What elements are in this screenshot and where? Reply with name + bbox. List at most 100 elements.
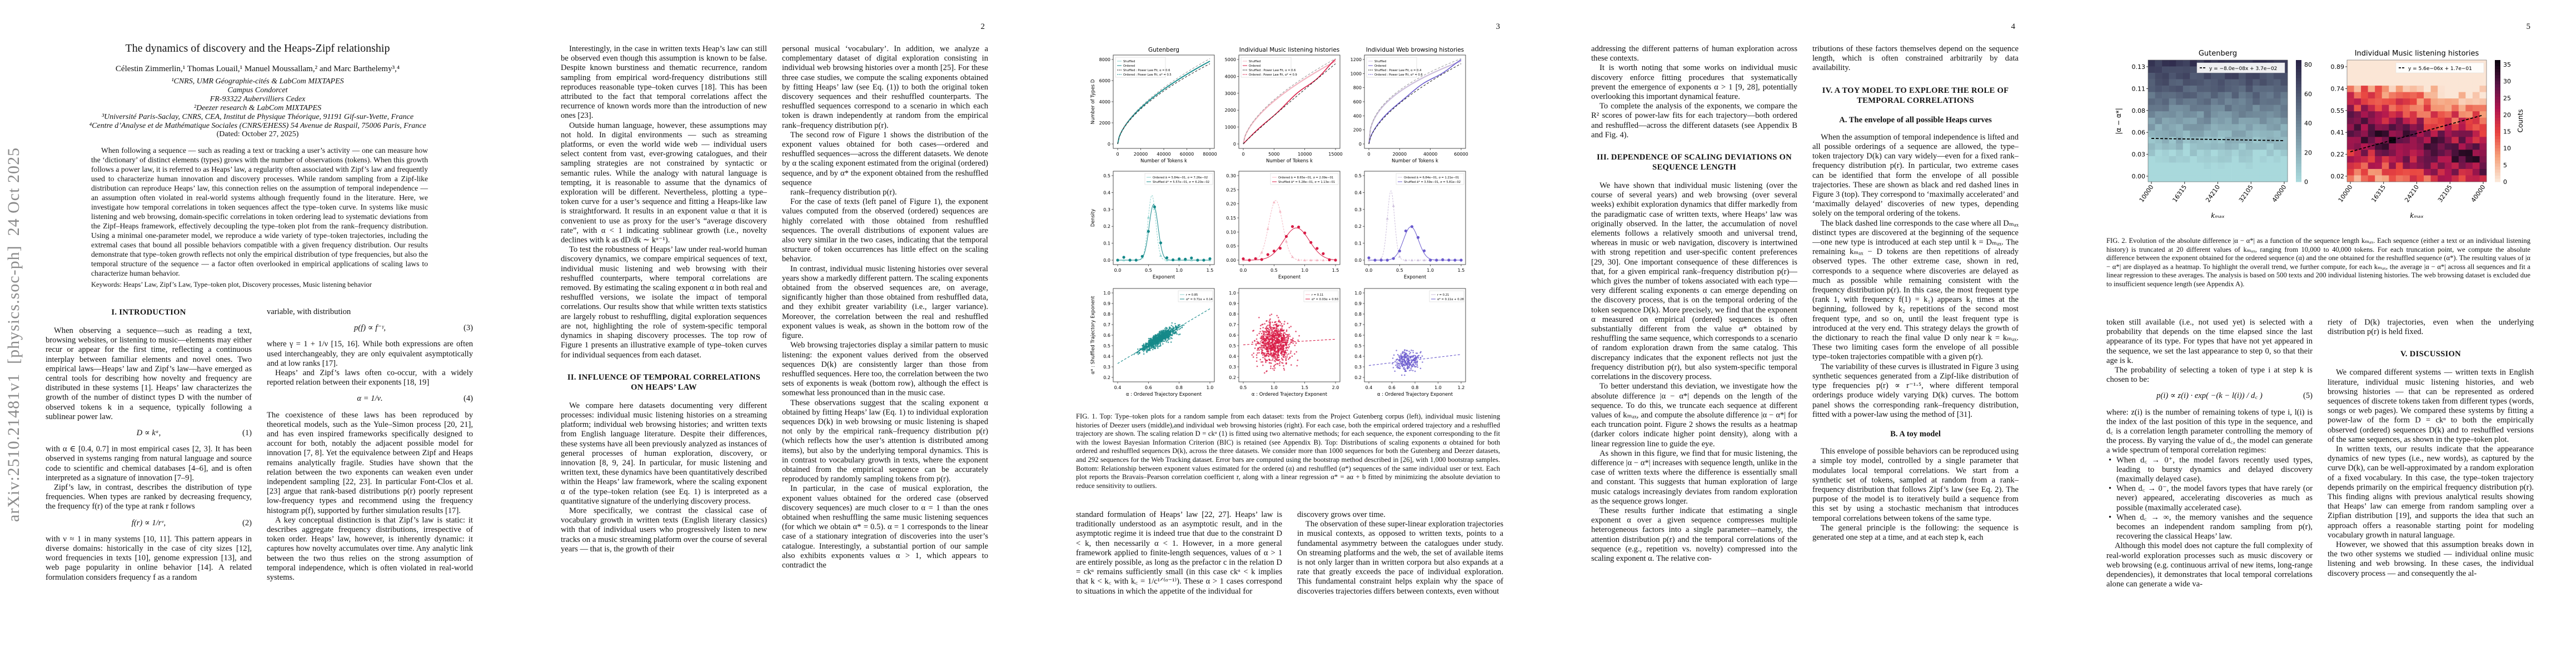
scatter-point [1407,366,1408,368]
heatmap-cell [2444,150,2452,157]
heatmap-cell [2444,143,2452,150]
scatter-point [1160,335,1162,336]
scatter-point [1397,354,1399,356]
colorbar-segment [2495,148,2500,152]
scatter-point [1270,347,1273,350]
x-tick-label: 0.5 [1396,268,1403,273]
scatter-point [1274,332,1276,334]
heatmap-cell [2176,117,2184,125]
heatmap-cell [2368,73,2375,79]
scatter-point [1285,344,1287,346]
y-tick-label: 4000 [1099,99,1110,104]
heatmap-cell [2169,124,2176,131]
colorbar-segment [2495,72,2500,76]
scatter-point [1150,337,1152,340]
shuffled-curve [1242,61,1336,145]
scatter-point [1170,325,1173,326]
heatmap-cell [2231,117,2239,125]
equation-body: p(i) ∝ z(i) · exp( −(k − l(i)) / d꜀ ) [2156,391,2263,401]
ordered-density-point [1190,256,1193,260]
heatmap-cell [2218,150,2225,157]
scatter-point [1406,350,1407,351]
heatmap-cell [2452,111,2459,118]
scatter-point [1261,345,1263,346]
heatmap-cell [2148,92,2155,99]
scatter-point [1137,352,1139,354]
colorbar-segment [2296,72,2301,76]
colorbar-segment [2495,163,2500,167]
y-tick-label: 0.00 [1226,258,1236,263]
scatter-point [1280,341,1282,343]
heatmap-cell [2225,130,2232,137]
paragraph: However, we showed that this assumption … [2328,540,2534,578]
heatmap-cell [2381,79,2389,86]
heatmap-cell [2424,111,2431,118]
heatmap-cell [2375,130,2383,137]
scatter-point [1159,344,1162,346]
heatmap-cell [2465,98,2473,105]
scatter-point [1259,331,1261,332]
heatmap-cell [2438,143,2445,150]
scatter-point [1408,367,1411,369]
heatmap-cell [2196,156,2204,163]
scatter-point [1269,335,1271,337]
y-tick-label: 0.25 [1226,187,1236,192]
shuffled-fit-line [1368,58,1462,145]
heatmap-cell [2368,66,2375,73]
heatmap-cell [2231,111,2239,118]
scatter-point [1275,347,1277,349]
scatter-point [1276,327,1278,330]
equation-number: (4) [463,394,473,404]
y-tick-label: 0 [1108,142,1110,147]
x-tick-label: 24210 [2204,183,2221,203]
legend-entry: y = 5.6e−06x + 1.7e−01 [2408,66,2472,72]
colorbar-tick-label: 5 [2503,162,2507,169]
legend-box [1366,57,1417,78]
heatmap-cell [2190,86,2198,92]
heatmap-cell [2183,168,2190,176]
scatter-point [1278,345,1280,347]
heatmap-cell [2162,168,2169,176]
scatter-point [1167,331,1168,334]
y-tick-label: 2000 [1099,121,1110,126]
heatmap-cell [2225,137,2232,144]
heatmap-cell [2465,150,2473,157]
heatmap-cell [2409,104,2417,112]
x-tick-label: 0 [1367,152,1370,157]
heatmap-cell [2231,137,2239,144]
heatmap-cell [2176,66,2184,73]
scatter-point [1139,348,1141,350]
colorbar-tick-label: 35 [2503,61,2511,68]
scatter-point [1271,356,1273,358]
scatter-point [1277,347,1279,349]
legend-box [1303,290,1339,302]
heatmap-cell [2225,73,2232,79]
heatmap-cell [2347,117,2354,125]
legend-entry: Shuffled ā* = 5.57e−01, σ = 6.20e−02 [1153,181,1209,184]
heatmap-cell [2409,86,2417,92]
heatmap-cell [2183,104,2190,112]
heatmap-cell [2266,175,2274,182]
scatter-point [1258,349,1260,351]
legend-box [2395,62,2484,73]
heatmap-cell [2218,92,2225,99]
scatter-point [1267,330,1268,332]
heatmap-cell [2231,73,2239,79]
heatmap-cell [2155,162,2163,170]
scatter-point [1284,337,1285,339]
heatmap-cell [2430,104,2438,112]
scatter-point [1165,341,1168,343]
heatmap-cell [2389,117,2396,125]
scatter-point [1261,349,1263,351]
scatter-point [1256,357,1258,359]
y-tick-label: 0.3 [1354,365,1362,370]
colorbar-segment [2296,112,2301,116]
heatmap-cell [2155,143,2163,150]
scatter-point [1183,324,1185,326]
bullet-item: When d꜀ → ∞, the memory vanishes and the… [2106,513,2313,542]
scatter-point [1263,339,1265,341]
heatmap-cell [2225,92,2232,99]
scatter-point [1277,332,1279,334]
scatter-point [1271,339,1273,341]
y-tick-label: 0.2 [1354,224,1362,229]
